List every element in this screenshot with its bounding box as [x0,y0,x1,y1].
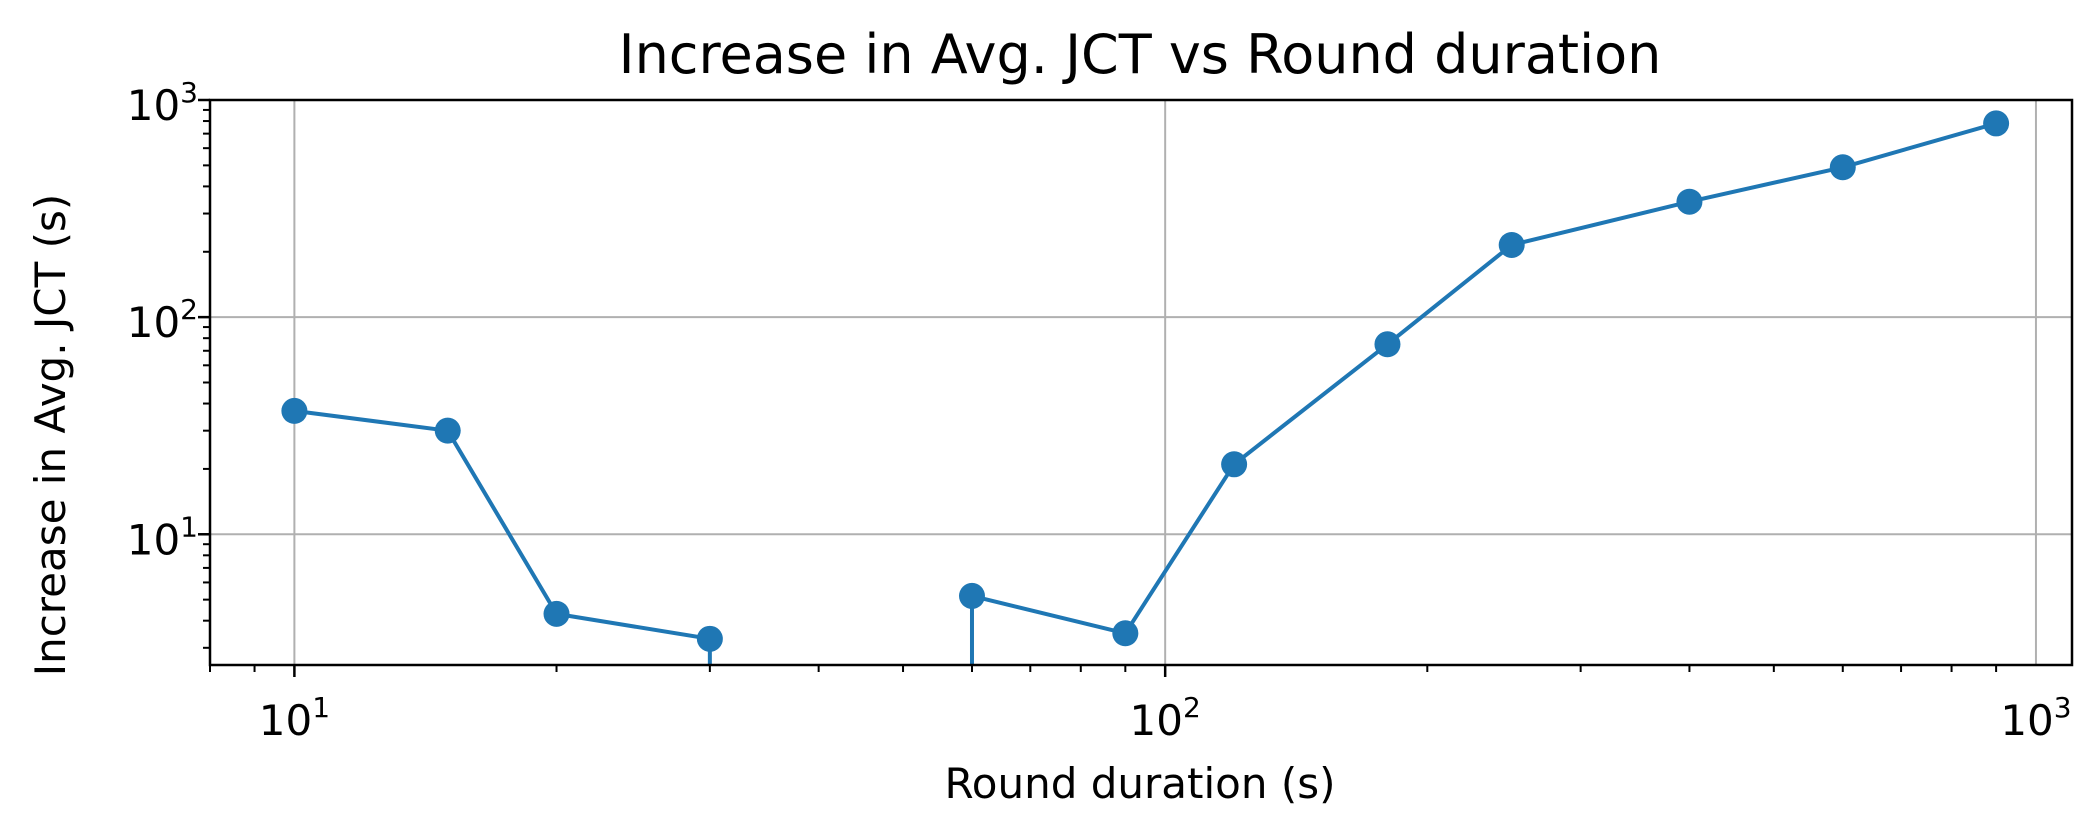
data-point [958,582,985,609]
x-tick-label: 102 [1130,691,1201,745]
gridlines [210,99,2072,665]
plot-frame [208,98,2074,667]
data-point [281,397,308,424]
y-tick-label: 102 [127,293,198,347]
series-line [294,408,711,641]
data-point [1676,188,1703,215]
data-point [1829,154,1856,181]
data-point [1498,231,1525,258]
series-line [971,121,1997,636]
x-tick-label: 101 [259,691,330,745]
data-point [1983,110,2010,137]
chart-title: Increase in Avg. JCT vs Round duration [619,23,1662,86]
data-point [543,600,570,627]
x-tick-label: 103 [2000,691,2071,745]
data-point [696,625,723,652]
y-axis-label: Increase in Avg. JCT (s) [26,194,75,677]
y-tick-label: 101 [127,510,198,564]
data-point [1112,620,1139,647]
x-axis-label: Round duration (s) [945,759,1336,808]
axes: 101 102 103 101 102 103 [127,76,2074,745]
data-point [1374,331,1401,358]
plot-area [281,110,2010,665]
y-tick-label: 103 [127,76,198,130]
data-point [1221,451,1248,478]
data-point [434,417,461,444]
